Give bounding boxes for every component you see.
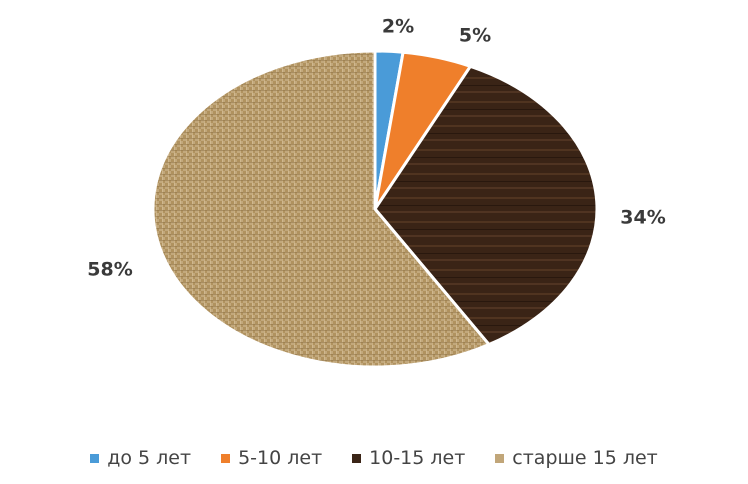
legend-swatch-icon xyxy=(495,454,504,463)
data-label-1: 2% xyxy=(382,16,414,38)
pie-slices xyxy=(153,51,597,367)
legend-item-3: 10-15 лет xyxy=(352,447,465,469)
data-label-3: 34% xyxy=(620,207,665,229)
legend-label: до 5 лет xyxy=(107,447,191,469)
legend-label: 5-10 лет xyxy=(238,447,322,469)
legend-label: старше 15 лет xyxy=(512,447,657,469)
legend-label: 10-15 лет xyxy=(369,447,465,469)
legend-item-2: 5-10 лет xyxy=(221,447,322,469)
legend-item-1: до 5 лет xyxy=(90,447,191,469)
legend-swatch-icon xyxy=(352,454,361,463)
data-label-4: 58% xyxy=(87,259,132,281)
data-label-2: 5% xyxy=(459,25,491,47)
legend-swatch-icon xyxy=(90,454,99,463)
legend-item-4: старше 15 лет xyxy=(495,447,657,469)
legend-swatch-icon xyxy=(221,454,230,463)
chart-legend: до 5 лет 5-10 лет 10-15 лет старше 15 лет xyxy=(0,438,748,478)
